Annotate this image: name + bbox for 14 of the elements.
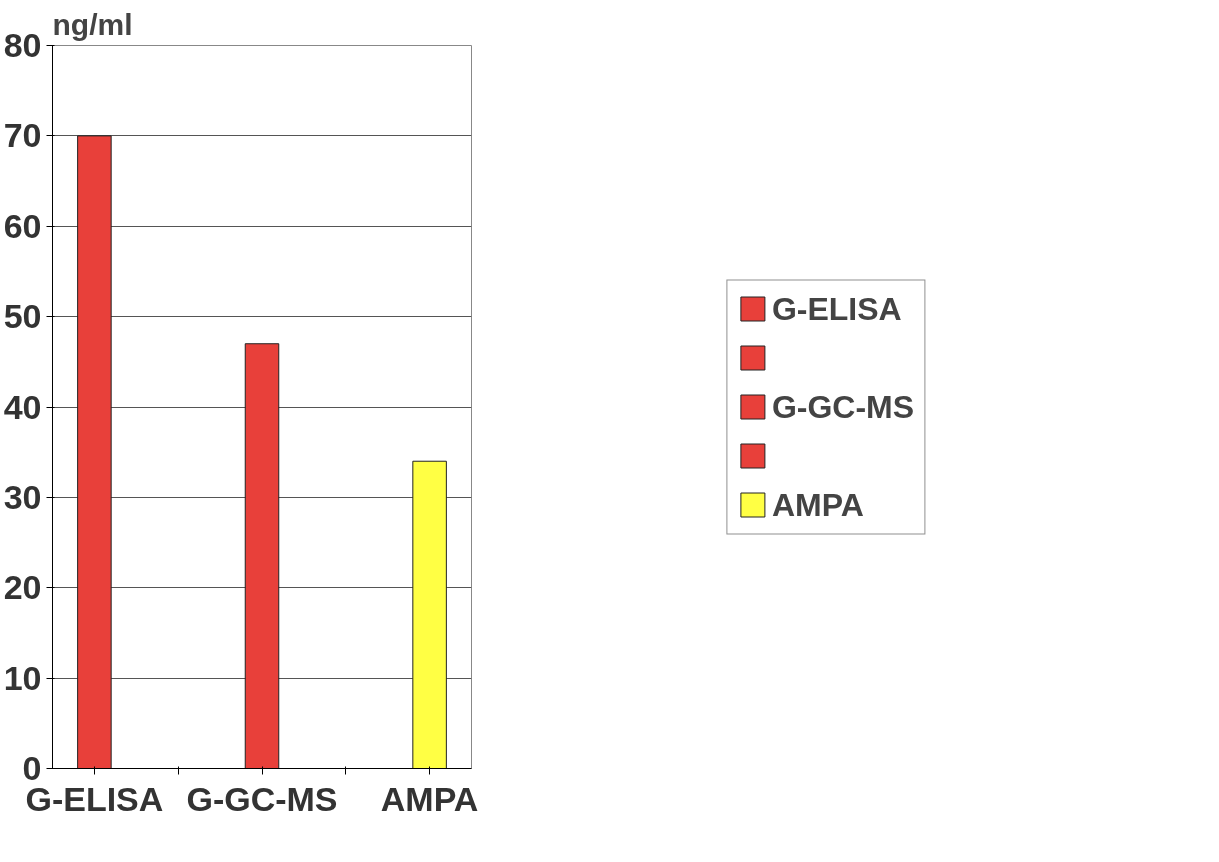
y-tick-label: 30	[3, 477, 42, 516]
y-tick-label: 70	[3, 116, 42, 155]
y-tick-label: 50	[3, 297, 42, 336]
x-tick-label: AMPA	[380, 779, 479, 818]
y-axis-title: ng/ml	[52, 7, 133, 41]
y-tick-label: 80	[3, 26, 42, 64]
y-tick-label: 40	[3, 387, 42, 426]
y-tick-label: 60	[3, 206, 42, 245]
y-tick-label: 10	[3, 658, 42, 697]
legend-label: G-GC-MS	[771, 388, 915, 425]
legend-label: AMPA	[771, 486, 864, 523]
x-tick-label: G-GC-MS	[186, 779, 338, 818]
y-tick-label: 20	[3, 568, 42, 607]
legend-label: G-ELISA	[771, 290, 902, 327]
